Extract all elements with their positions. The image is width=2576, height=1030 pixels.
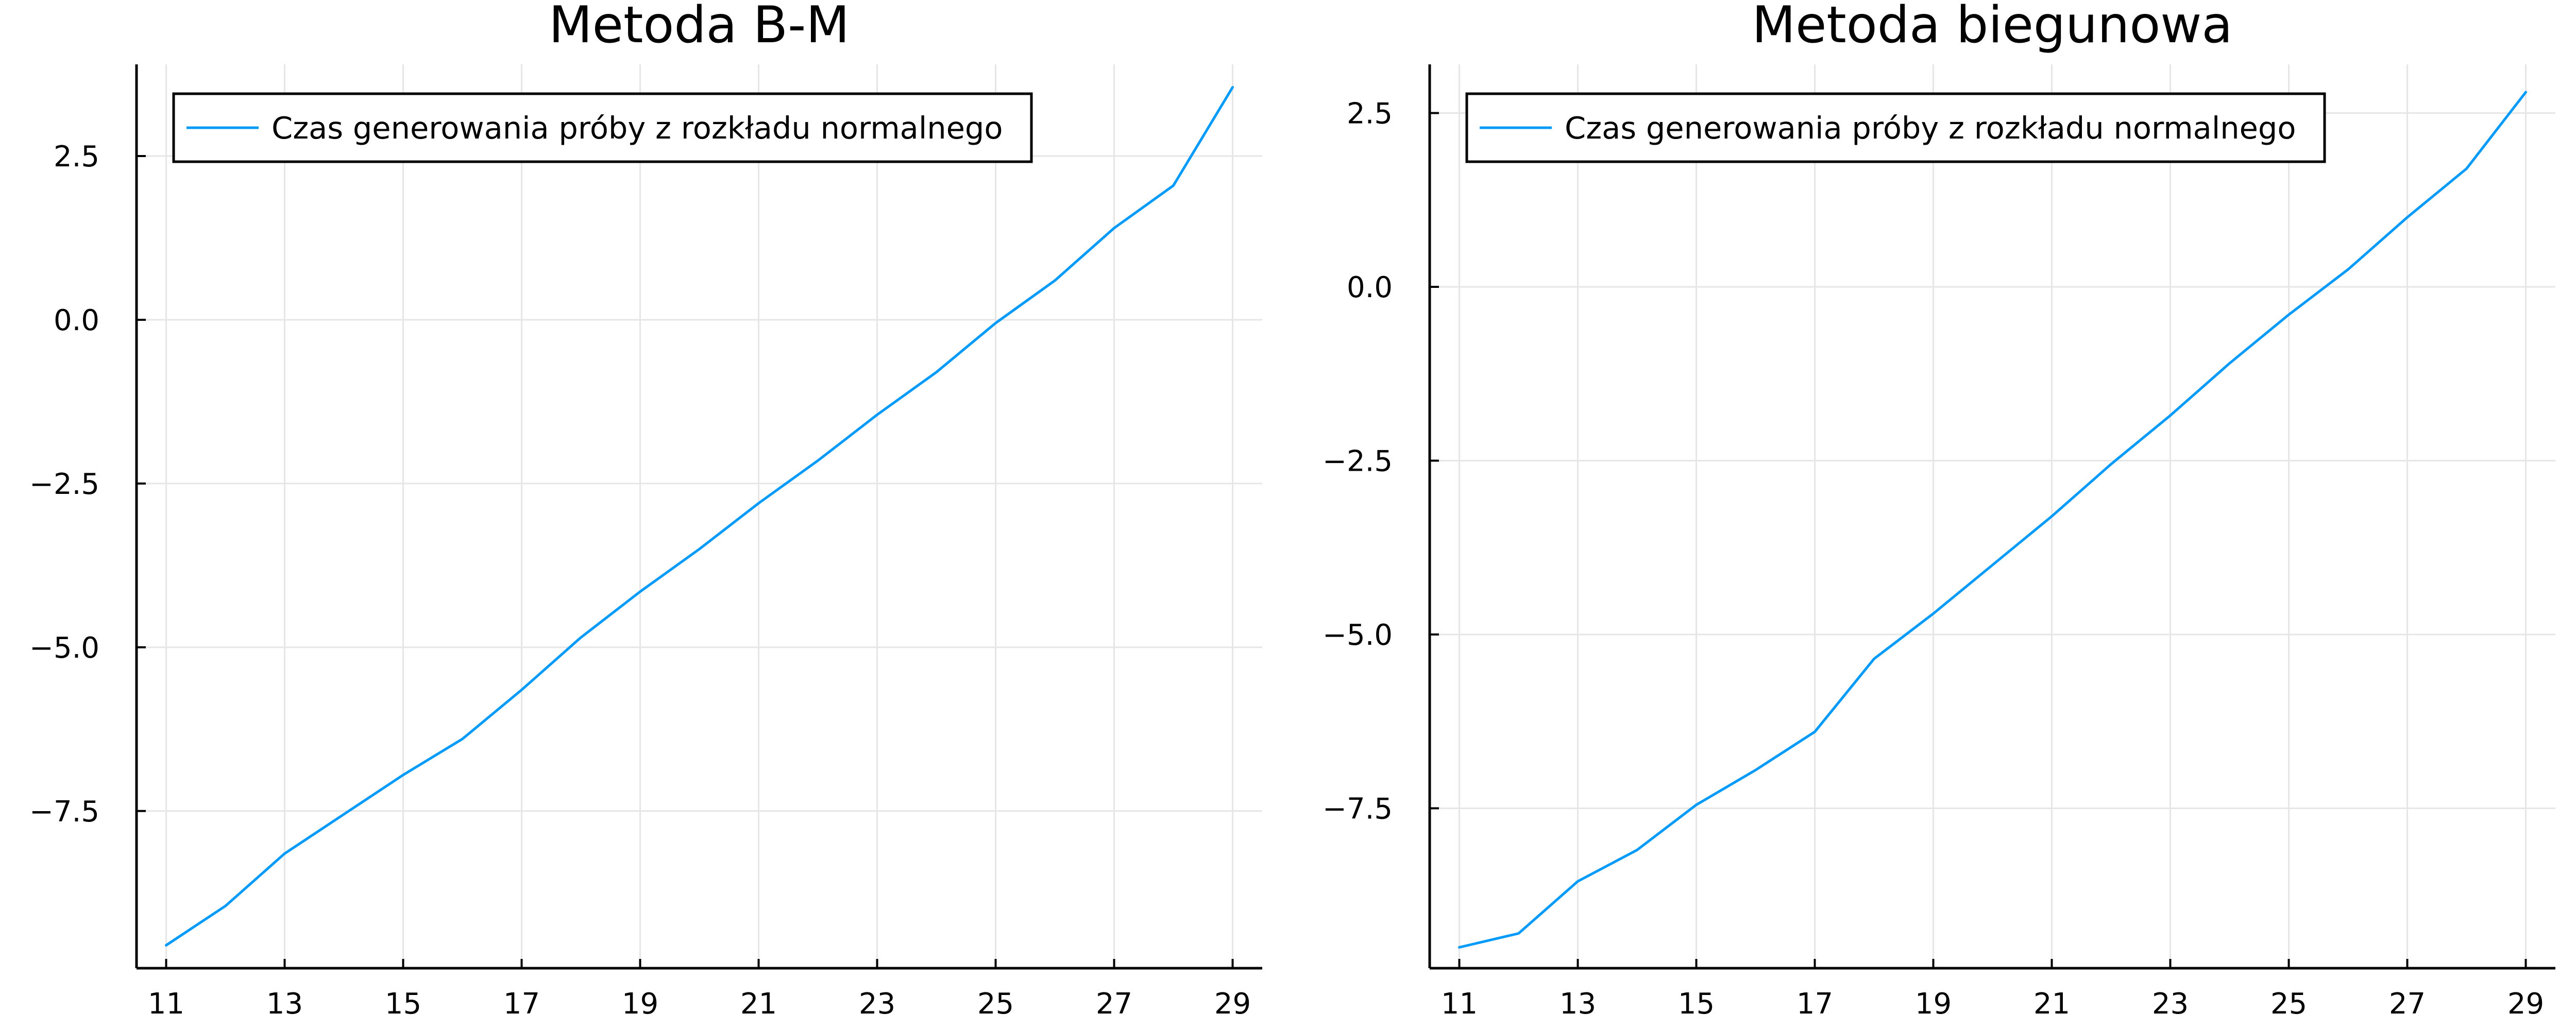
y-tick-label: −2.5 xyxy=(1323,445,1393,478)
x-tick-label: 15 xyxy=(1678,987,1715,1021)
x-tick-label: 25 xyxy=(2270,987,2307,1021)
y-tick-label: −7.5 xyxy=(29,795,99,829)
legend-box xyxy=(1465,92,2326,163)
legend-label: Czas generowania próby z rozkładu normal… xyxy=(272,110,1003,146)
chart-panel-2: 11 13 15 17 19 21 23 25 27 29 2.5 0.0 −2.5 −5.0 −7.5 Me… xyxy=(1323,0,2555,1021)
x-tick-label: 23 xyxy=(2152,987,2189,1021)
legend: Czas generowania próby z rozkładu normal… xyxy=(1465,92,2326,163)
y-tick-label: 2.5 xyxy=(54,140,99,174)
x-tick-label: 21 xyxy=(2033,987,2070,1021)
x-tick-label: 27 xyxy=(2389,987,2426,1021)
x-tick-label: 19 xyxy=(1915,987,1952,1021)
y-tick-label: 2.5 xyxy=(1347,97,1393,131)
y-tick-label: −5.0 xyxy=(29,631,99,665)
legend-box xyxy=(172,92,1033,163)
legend: Czas generowania próby z rozkładu normal… xyxy=(172,92,1033,163)
x-tick-label: 21 xyxy=(740,987,777,1021)
y-tick-label: −5.0 xyxy=(1323,619,1393,652)
y-tick-label: −7.5 xyxy=(1323,793,1393,826)
x-tick-label: 27 xyxy=(1096,987,1132,1021)
y-tick-label: −2.5 xyxy=(29,468,99,501)
x-tick-label: 29 xyxy=(1214,987,1251,1021)
x-tick-label: 17 xyxy=(503,987,540,1021)
x-tick-label: 19 xyxy=(622,987,658,1021)
x-tick-label: 29 xyxy=(2507,987,2544,1021)
x-tick-label: 23 xyxy=(859,987,895,1021)
x-tick-label: 13 xyxy=(1560,987,1596,1021)
x-tick-label: 11 xyxy=(1441,987,1478,1021)
y-tick-label: 0.0 xyxy=(54,304,99,337)
x-tick-label: 17 xyxy=(1797,987,1833,1021)
chart-panel-1: 11 13 15 17 19 21 23 25 27 29 2.5 0.0 −2.5 −5.0 −7.5 Me… xyxy=(29,0,1262,1021)
x-tick-label: 13 xyxy=(266,987,303,1021)
series-line xyxy=(165,86,1234,947)
x-tick-label: 15 xyxy=(385,987,421,1021)
x-tick-label: 11 xyxy=(148,987,184,1021)
series-line xyxy=(1458,91,2527,949)
x-tick-label: 25 xyxy=(977,987,1014,1021)
chart-title: Metoda B-M xyxy=(549,0,850,55)
legend-label: Czas generowania próby z rozkładu normal… xyxy=(1565,110,2296,146)
chart-title: Metoda biegunowa xyxy=(1752,0,2233,55)
y-tick-label: 0.0 xyxy=(1347,271,1393,304)
